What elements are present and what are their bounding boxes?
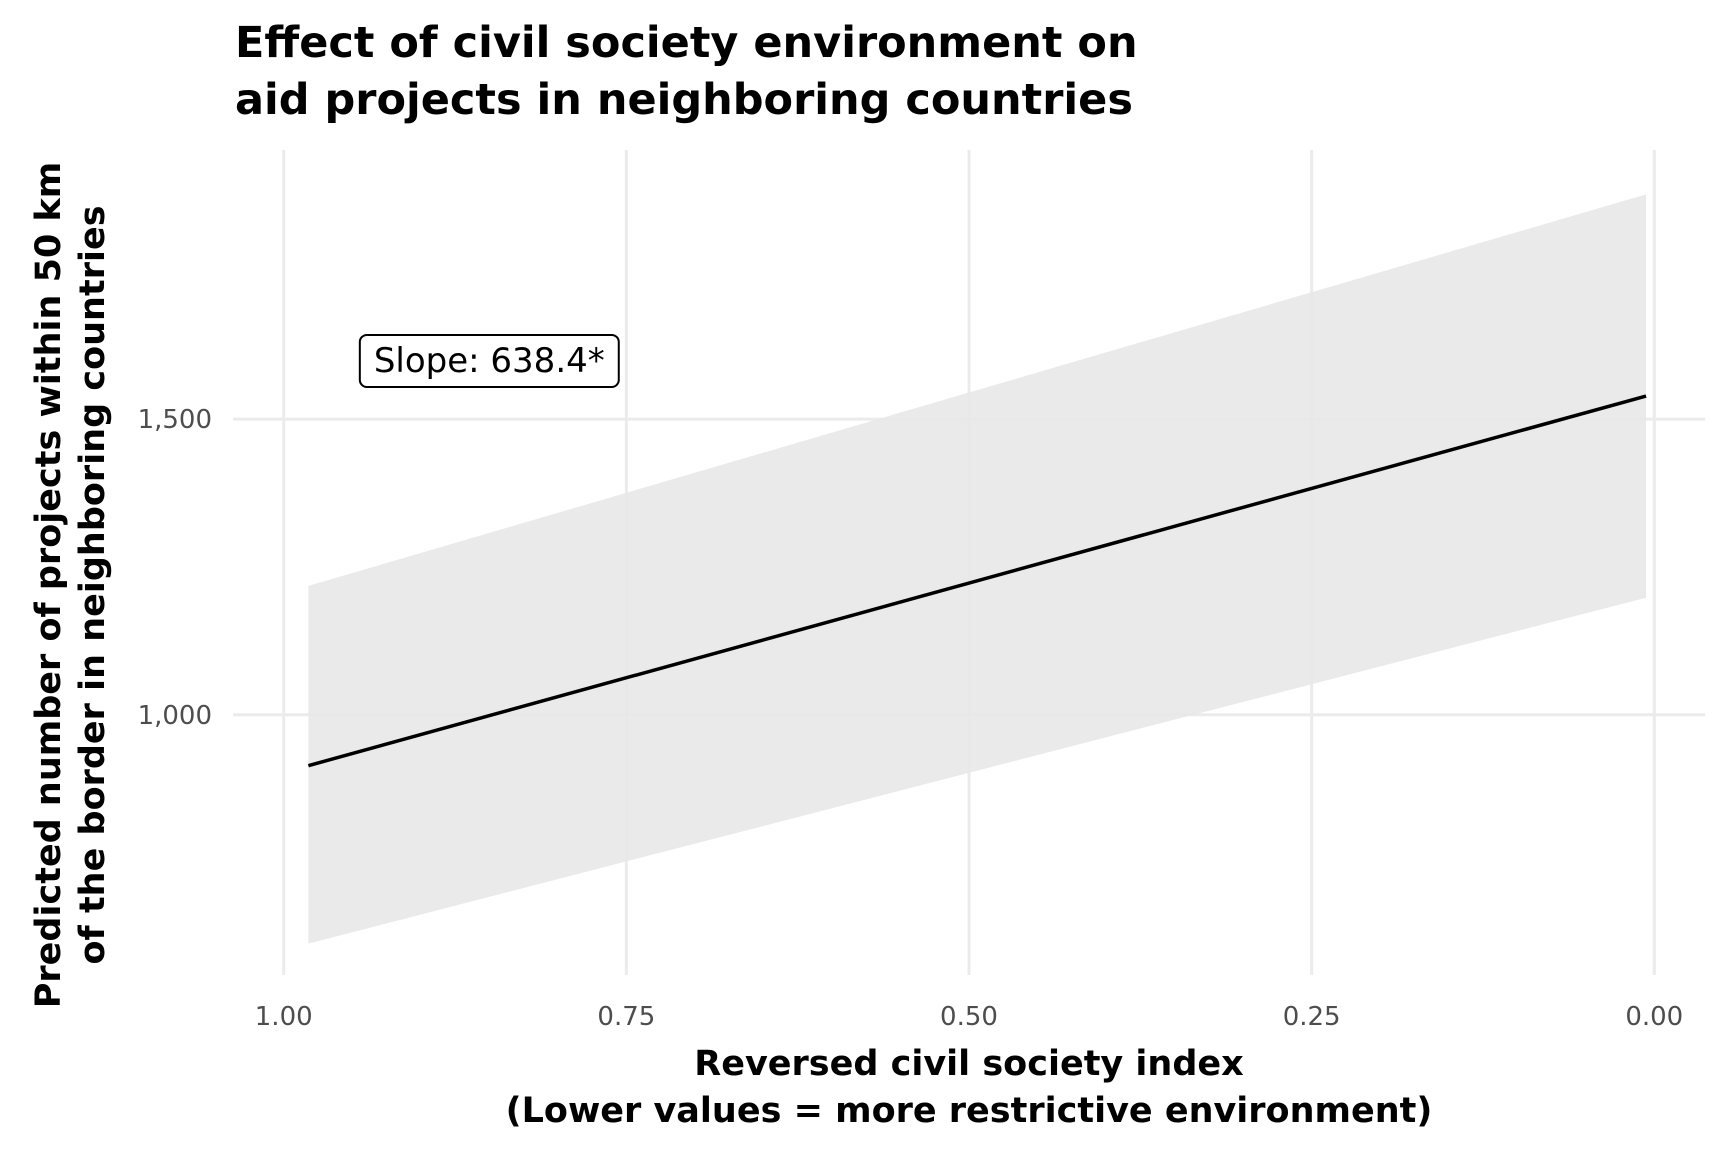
y-tick-label: 1,000 — [138, 701, 212, 731]
x-axis-title-line-2: (Lower values = more restrictive environ… — [506, 1091, 1433, 1131]
y-axis-title-line-1: Predicted number of projects within 50 k… — [29, 162, 69, 1008]
x-tick-label: 0.75 — [597, 1002, 655, 1032]
slope-annotation: Slope: 638.4* — [358, 333, 620, 388]
y-axis-title-line-2: of the border in neighboring countries — [73, 205, 113, 964]
confidence-ribbon — [308, 194, 1647, 944]
x-tick-label: 0.50 — [940, 1002, 998, 1032]
x-tick-label: 0.00 — [1625, 1002, 1683, 1032]
slope-annotation-box — [358, 333, 620, 388]
x-tick-labels: 1.00 0.75 0.50 0.25 0.00 — [255, 1002, 1683, 1032]
annotation-layer: Slope: 638.4* — [358, 333, 620, 388]
y-tick-label: 1,500 — [138, 405, 212, 435]
y-tick-labels: 1,000 1,500 — [138, 405, 212, 731]
ribbon-layer — [308, 194, 1647, 944]
fitted-line — [307, 394, 1647, 768]
slope-annotation-text: Slope: 638.4* — [374, 341, 605, 381]
chart-title-line-1: Effect of civil society environment on — [235, 18, 1138, 68]
x-tick-label: 0.25 — [1283, 1002, 1341, 1032]
x-tick-label: 1.00 — [255, 1002, 313, 1032]
chart-title-line-2: aid projects in neighboring countries — [235, 75, 1133, 125]
x-axis-title-line-1: Reversed civil society index — [694, 1044, 1244, 1084]
line-layer — [307, 394, 1647, 768]
